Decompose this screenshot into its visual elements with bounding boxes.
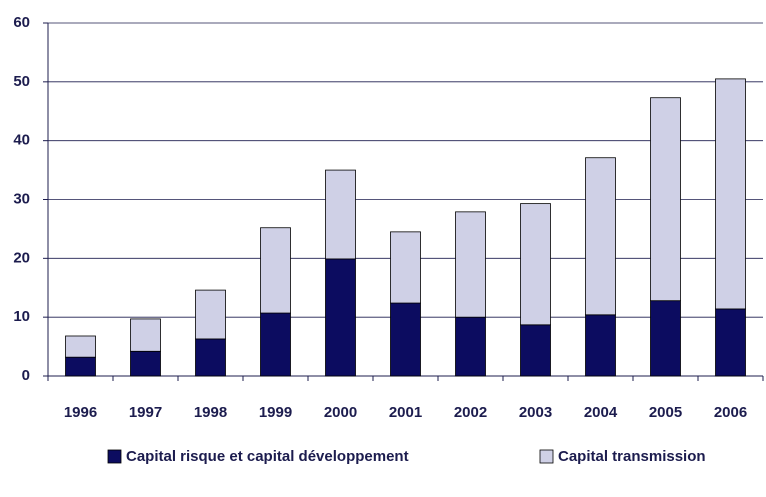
y-tick-label: 60 — [13, 14, 30, 31]
x-tick-label: 2005 — [649, 404, 682, 421]
x-tick-label: 2001 — [389, 404, 422, 421]
y-tick-label: 30 — [13, 190, 30, 207]
bar-segment — [195, 289, 226, 340]
y-tick-label: 0 — [22, 367, 30, 384]
bar-segment — [325, 169, 356, 260]
bar-segment — [715, 308, 746, 377]
y-tick-label: 50 — [13, 73, 30, 90]
bar-segment — [65, 356, 96, 377]
bar-segment — [585, 314, 616, 377]
bar-segment — [455, 316, 486, 377]
x-tick-label: 1996 — [64, 404, 97, 421]
bar-segment — [260, 227, 291, 314]
x-tick-label: 2002 — [454, 404, 487, 421]
bar-segment — [650, 300, 681, 377]
x-tick-label: 1997 — [129, 404, 162, 421]
bar-segment — [520, 324, 551, 377]
bar-segment — [390, 231, 421, 304]
bar-segment — [585, 157, 616, 316]
x-tick-label: 2003 — [519, 404, 552, 421]
x-tick-label: 1999 — [259, 404, 292, 421]
bar-segment — [520, 203, 551, 326]
bar-segment — [715, 78, 746, 310]
x-tick-label: 2004 — [584, 404, 618, 421]
bar-segment — [130, 350, 161, 377]
x-tick-label: 1998 — [194, 404, 227, 421]
bar-segment — [455, 211, 486, 318]
legend-label: Capital risque et capital développement — [126, 448, 409, 465]
bar-segment — [195, 338, 226, 377]
bar-segment — [650, 97, 681, 302]
legend-label: Capital transmission — [558, 448, 706, 465]
y-tick-label: 40 — [13, 132, 30, 149]
bar-segment — [130, 318, 161, 352]
y-tick-label: 20 — [13, 249, 30, 266]
legend-swatch — [107, 449, 122, 464]
bar-segment — [65, 335, 96, 358]
bar-segment — [325, 258, 356, 377]
x-tick-label: 2000 — [324, 404, 357, 421]
y-tick-label: 10 — [13, 308, 30, 325]
x-tick-label: 2006 — [714, 404, 747, 421]
legend-swatch — [539, 449, 554, 464]
bar-segment — [260, 312, 291, 377]
bar-segment — [390, 302, 421, 377]
